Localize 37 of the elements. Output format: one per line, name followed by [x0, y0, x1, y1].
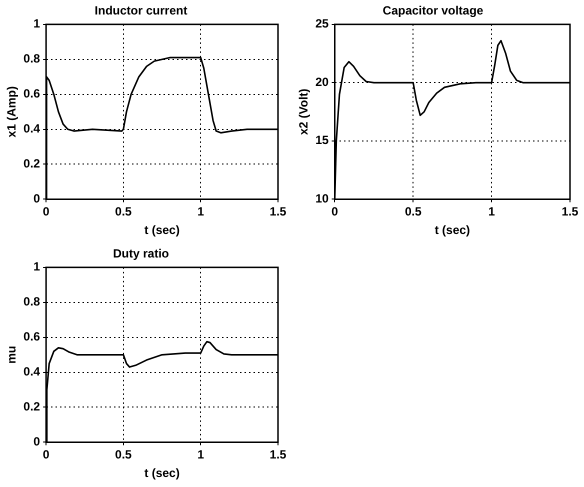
y-tick-label: 0 [33, 434, 40, 449]
y-tick-label: 0.4 [23, 364, 40, 379]
chart-title: Capacitor voltage [382, 4, 484, 18]
x-axis-title: t (sec) [434, 223, 470, 238]
x-tick-label: 1.5 [270, 204, 287, 219]
y-axis-title: mu [4, 346, 19, 364]
y-tick-label: 0.2 [23, 400, 40, 414]
x-tick-label: 0.5 [115, 204, 132, 219]
x-tick-label: 1 [197, 204, 204, 219]
x-tick-label: 0 [42, 204, 50, 219]
x-tick-label: 0.5 [115, 448, 132, 462]
x-axis-title: t (sec) [144, 466, 180, 480]
x-tick-label: 1 [197, 448, 204, 462]
x-tick-label: 1.5 [562, 204, 579, 219]
y-tick-label: 1 [33, 16, 40, 31]
y-tick-label: 20 [315, 74, 330, 89]
chart-title: Inductor current [94, 4, 188, 18]
x-tick-label: 1.5 [270, 448, 287, 462]
y-tick-label: 0.8 [23, 52, 40, 66]
y-tick-label: 1 [33, 260, 40, 274]
x-tick-label: 0.5 [404, 204, 422, 219]
x-tick-label: 1 [488, 204, 496, 219]
chart-title: Duty ratio [112, 246, 170, 261]
y-axis-title: x1 (Amp) [4, 86, 19, 138]
y-tick-label: 0.2 [23, 156, 40, 171]
y-tick-label: 0.4 [23, 122, 40, 136]
y-tick-label: 25 [315, 16, 330, 31]
y-axis-title: x2 (Volt) [296, 88, 311, 136]
x-tick-label: 0 [331, 204, 338, 219]
y-tick-label: 0.6 [23, 330, 40, 344]
y-tick-label: 15 [315, 133, 330, 148]
x-axis-title: t (sec) [144, 223, 180, 238]
y-tick-label: 0.6 [23, 86, 40, 101]
y-tick-label: 0 [33, 192, 40, 206]
y-tick-label: 0.8 [23, 294, 40, 309]
y-tick-label: 10 [315, 192, 330, 206]
x-tick-label: 0 [42, 448, 50, 462]
